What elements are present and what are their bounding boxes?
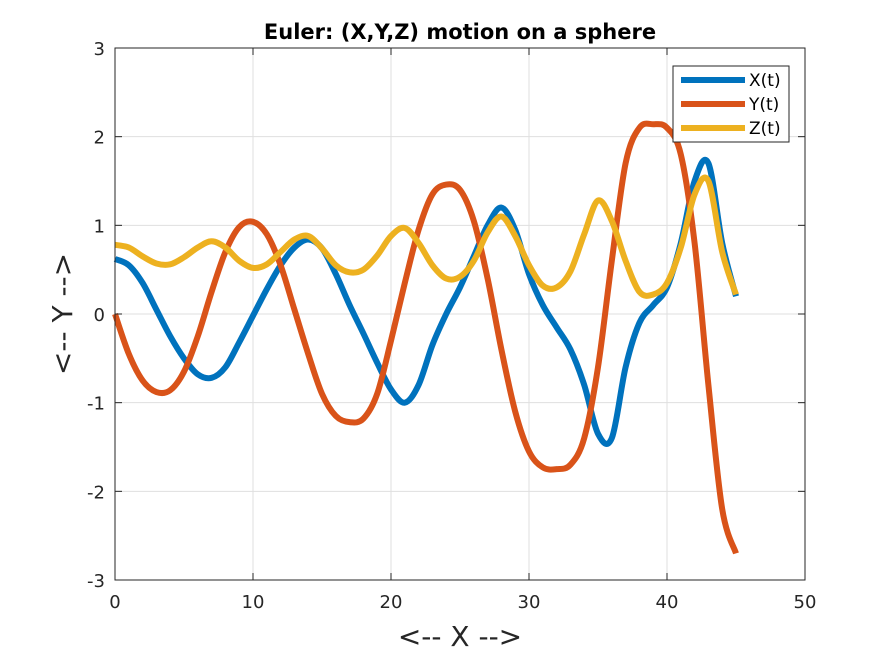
series-lines — [112, 120, 739, 555]
x-tick-label: 0 — [109, 592, 120, 613]
y-tick-label: 3 — [94, 39, 105, 60]
x-tick-label: 40 — [656, 592, 679, 613]
y-tick-label: 0 — [94, 305, 105, 326]
series-line-yt — [112, 120, 739, 555]
x-tick-label: 30 — [518, 592, 541, 613]
chart-title: Euler: (X,Y,Z) motion on a sphere — [264, 20, 656, 44]
y-tick-label: -1 — [87, 394, 105, 415]
legend-entry-yt: Y(t) — [748, 95, 779, 115]
x-axis-label: <-- X --> — [398, 620, 522, 653]
legend-entry-xt: X(t) — [749, 71, 781, 91]
y-tick-label: 1 — [94, 216, 105, 237]
y-axis-label: <-- Y --> — [46, 253, 79, 375]
x-tick-label: 50 — [794, 592, 817, 613]
y-tick-label: 2 — [94, 128, 105, 149]
ticks: 0 10 20 30 40 50 -3 -2 -1 0 1 2 3 — [87, 39, 816, 613]
legend: X(t) Y(t) Z(t) — [672, 65, 790, 143]
legend-entry-zt: Z(t) — [749, 119, 781, 139]
x-tick-label: 20 — [380, 592, 403, 613]
x-tick-label: 10 — [242, 592, 265, 613]
y-tick-label: -2 — [87, 482, 105, 503]
series-line-xt — [113, 156, 739, 447]
y-tick-label: -3 — [87, 571, 105, 592]
series-line-zt — [114, 174, 739, 299]
